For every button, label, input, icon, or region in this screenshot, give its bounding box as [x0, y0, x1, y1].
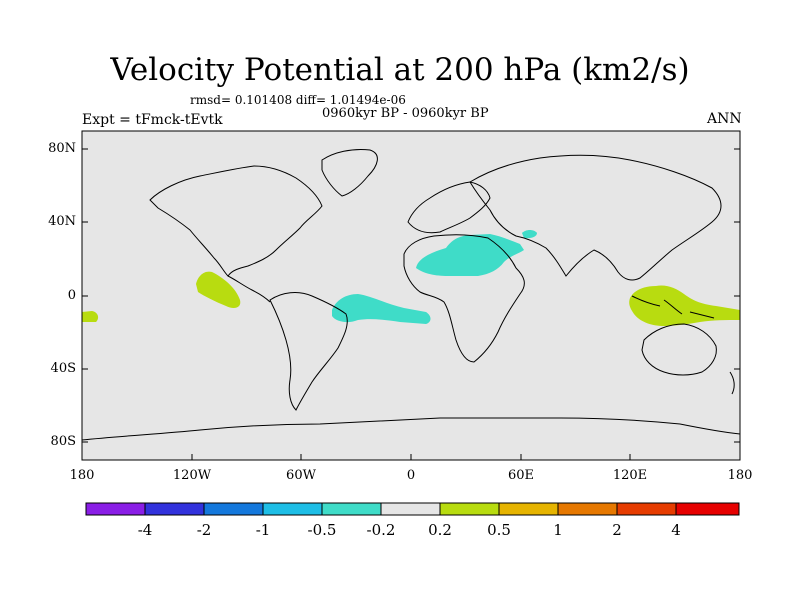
- central-america-outline: [227, 275, 271, 303]
- europe-outline: [407, 181, 491, 234]
- lon-label-60e: 60E: [507, 468, 535, 483]
- coastlines: [81, 149, 741, 441]
- colorbar-label: 4: [671, 521, 681, 539]
- north-america-outline: [149, 165, 323, 277]
- colorbar-label: -2: [196, 521, 212, 539]
- lon-label-0: 0: [406, 468, 416, 483]
- colorbar-box-4: [262, 502, 323, 516]
- anomaly-pacific-edge: [82, 311, 99, 322]
- colorbar-box-10: [616, 502, 677, 516]
- lat-label-0: 0: [67, 288, 76, 303]
- colorbar-box-11: [675, 502, 740, 516]
- colorbar-label: -1: [255, 521, 271, 539]
- new-zealand-outline: [729, 371, 735, 395]
- colorbar-label: -0.2: [366, 521, 396, 539]
- lon-label-180w: 180: [69, 468, 95, 483]
- lat-label-80s: 80S: [50, 434, 76, 449]
- colorbar-label: 0.5: [487, 521, 511, 539]
- colorbar-box-3: [203, 502, 264, 516]
- lon-label-180e: 180: [727, 468, 753, 483]
- experiment-label: Expt = tFmck-tEvtk: [82, 112, 223, 128]
- anomaly-tropical-atlantic: [332, 294, 431, 324]
- anomaly-arabian-sea-blob: [522, 230, 537, 239]
- stats-line: rmsd= 0.101408 diff= 1.01494e-06: [190, 93, 406, 107]
- colorbar-label: -0.5: [307, 521, 337, 539]
- tick-marks: [82, 148, 740, 460]
- lon-label-120w: 120W: [172, 468, 212, 483]
- lat-label-40s: 40S: [50, 361, 76, 376]
- anomaly-eastern-pacific: [196, 271, 241, 308]
- colorbar-label: 0.2: [428, 521, 452, 539]
- colorbar-box-6: [380, 502, 441, 516]
- map-background: [82, 131, 740, 460]
- colorbar-label: 2: [612, 521, 622, 539]
- period-label: 0960kyr BP - 0960kyr BP: [322, 106, 489, 121]
- colorbar-label: 1: [553, 521, 563, 539]
- colorbar-box-7: [439, 502, 500, 516]
- colorbar-box-2: [144, 502, 205, 516]
- africa-outline: [403, 234, 525, 363]
- colorbar-box-9: [557, 502, 618, 516]
- lat-label-80n: 80N: [48, 141, 76, 156]
- colorbar-box-5: [321, 502, 382, 516]
- lon-label-60w: 60W: [286, 468, 316, 483]
- australia-outline: [641, 323, 717, 376]
- greenland-outline: [321, 149, 378, 197]
- lat-label-40n: 40N: [48, 214, 76, 229]
- anomaly-maritime-continent: [629, 285, 740, 326]
- season-label: ANN: [707, 111, 742, 127]
- colorbar-box-8: [498, 502, 559, 516]
- chart-title: Velocity Potential at 200 hPa (km2/s): [110, 52, 690, 88]
- asia-outline: [469, 154, 722, 281]
- colorbar-boxes: [85, 502, 740, 516]
- indonesia-outline: [631, 295, 715, 319]
- antarctica-outline: [81, 417, 741, 441]
- south-america-outline: [269, 292, 348, 411]
- colorbar-label: -4: [137, 521, 153, 539]
- colorbar-box-1: [85, 502, 146, 516]
- lon-label-120e: 120E: [612, 468, 648, 483]
